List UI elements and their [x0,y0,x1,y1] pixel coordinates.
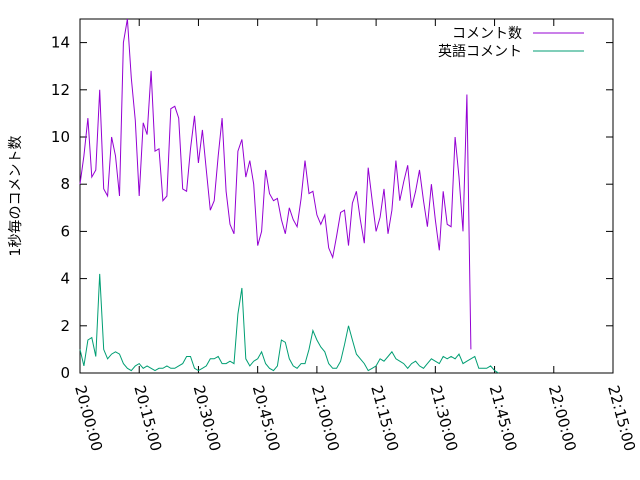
x-tick-label: 20:30:00 [190,383,225,453]
y-tick-label: 4 [60,270,70,288]
legend-label: 英語コメント [438,43,522,60]
y-tick-label: 10 [51,128,70,146]
y-axis-title: 1秒毎のコメント数 [8,136,24,257]
y-axis-label: 1秒毎のコメント数 [8,136,24,257]
plot-frame [79,18,614,374]
x-tick-label: 21:30:00 [426,383,461,453]
series-lines [79,18,499,374]
x-tick-label: 20:15:00 [130,383,165,453]
x-tick-label: 22:00:00 [545,383,580,453]
x-axis: 20:00:00 20:15:00 20:30:00 20:45:00 21:00:00… [71,19,639,453]
x-tick-label: 20:00:00 [71,383,106,453]
x-tick-label: 21:45:00 [486,383,521,453]
x-tick-label: 21:00:00 [308,383,343,453]
y-tick-label: 12 [51,81,70,99]
legend-label: コメント数 [452,26,522,42]
y-tick-label: 14 [51,34,70,52]
series-line-1 [79,18,472,350]
y-tick-label: 0 [60,364,70,382]
y-tick-label: 2 [60,317,70,335]
y-tick-label: 8 [60,175,70,193]
x-tick-label: 22:15:00 [604,383,639,453]
x-tick-label: 20:45:00 [249,383,284,453]
y-tick-label: 6 [60,222,70,240]
series-line-2 [79,273,499,374]
x-tick-label: 21:15:00 [367,383,402,453]
y-axis: 0 2 4 6 8 10 12 14 [51,34,613,382]
